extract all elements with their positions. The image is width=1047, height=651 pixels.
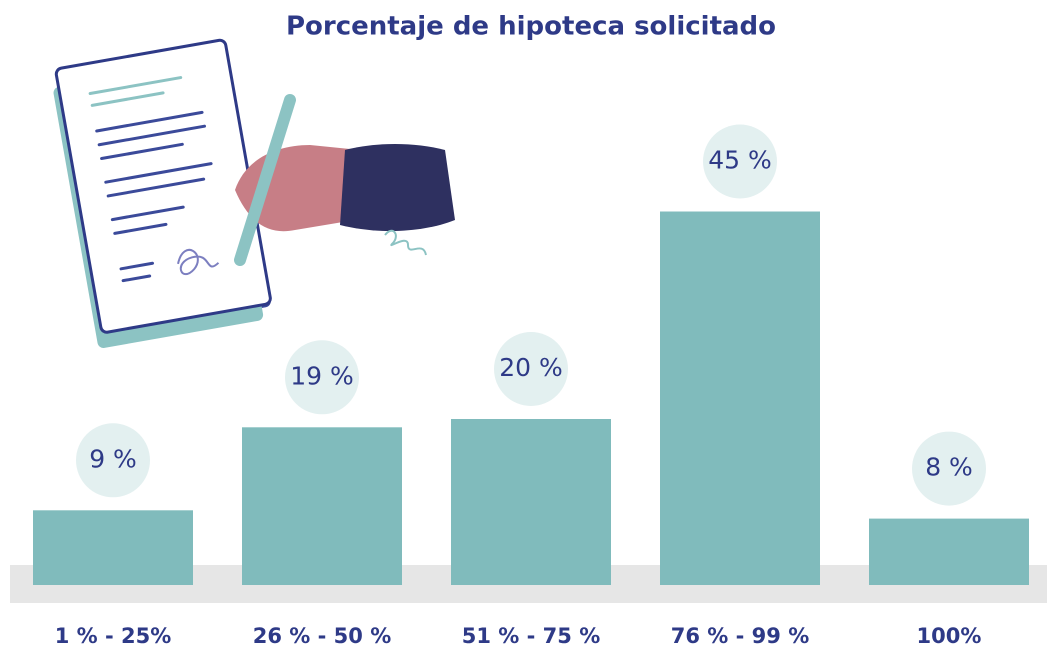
x-tick-label: 51 % - 75 % (462, 624, 601, 648)
bar (660, 211, 820, 585)
x-tick-label: 100% (917, 624, 982, 648)
bar (451, 419, 611, 585)
x-tick-label: 1 % - 25% (55, 624, 172, 648)
bar (869, 518, 1029, 585)
value-label: 20 % (499, 353, 563, 382)
value-label: 19 % (290, 361, 354, 390)
value-badge (76, 423, 150, 498)
bar (33, 510, 193, 585)
x-tick-label: 26 % - 50 % (253, 624, 392, 648)
value-label: 45 % (708, 146, 772, 175)
value-badge (285, 340, 359, 415)
bar (242, 427, 402, 585)
x-tick-label: 76 % - 99 % (671, 624, 810, 648)
chart-title: Porcentaje de hipoteca solicitado (286, 12, 776, 42)
value-label: 9 % (89, 444, 137, 473)
value-badge (494, 332, 568, 406)
value-badge (912, 431, 986, 506)
value-label: 8 % (925, 453, 973, 482)
illustration (53, 38, 455, 348)
value-badge (703, 124, 777, 199)
